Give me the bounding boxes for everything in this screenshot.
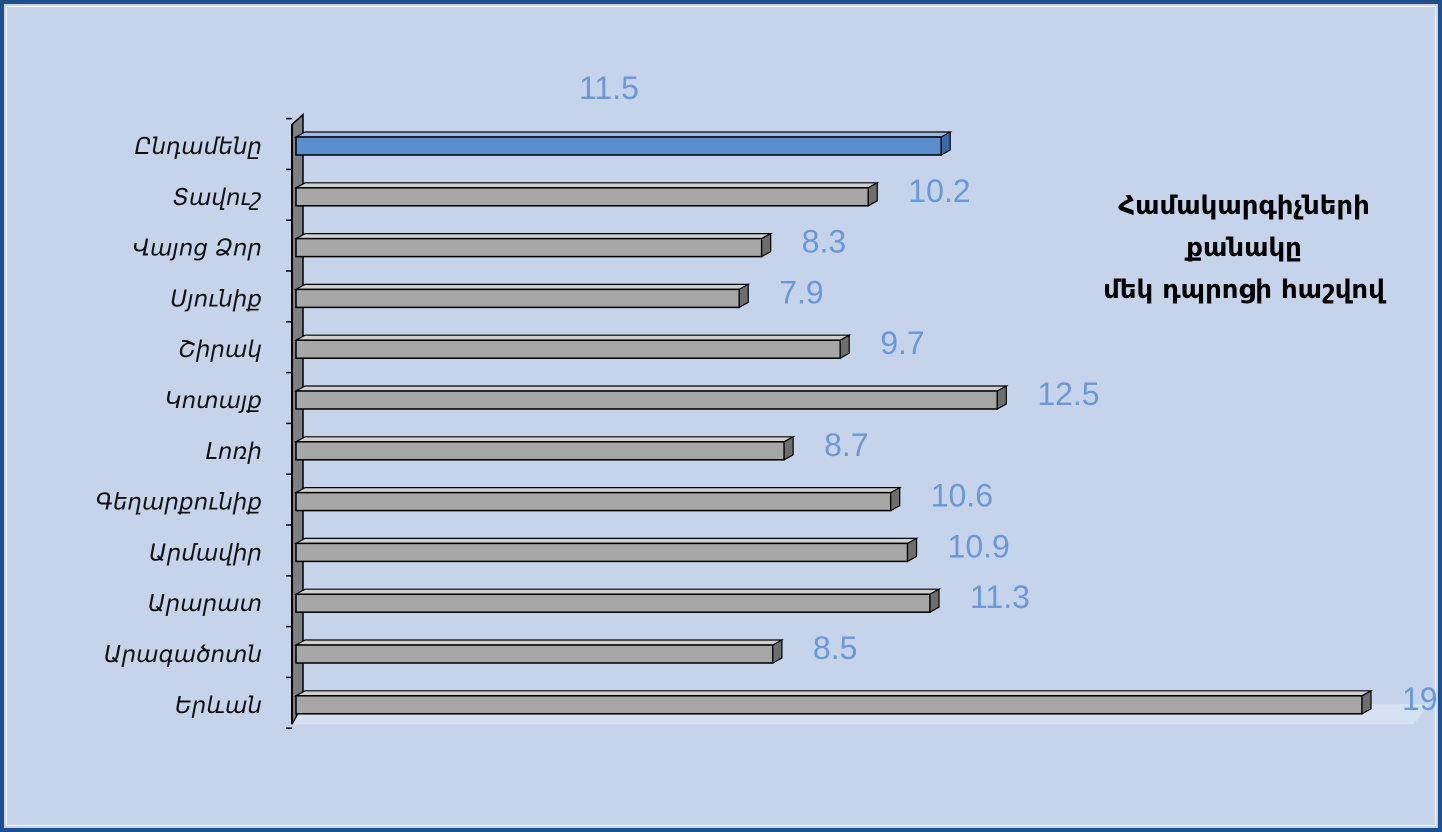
chart-title-line: մեկ դպրոցի հաշվով: [1103, 275, 1387, 305]
chart-title-line: Համակարգիչների: [1118, 191, 1370, 221]
category-label: Ընդամենը: [135, 134, 262, 160]
value-label: 10.6: [931, 478, 993, 514]
bar-front-face: [295, 542, 909, 563]
bar-chart: Ընդամենը Տավուշ Վայոց Ձոր Սյունիք Շիրակ Կոտայ…: [96, 70, 1438, 729]
value-label: 7.9: [779, 274, 823, 310]
value-label: 19.0: [1402, 681, 1438, 717]
value-label: 9.7: [880, 325, 924, 361]
category-label: Գեղարքունիք: [96, 490, 262, 516]
bar-front-face: [295, 644, 774, 664]
bar-front-face: [295, 187, 870, 207]
bar-front-face: [295, 339, 841, 359]
bar-front-face: [295, 593, 931, 613]
bar-front-face: [295, 695, 1363, 715]
chart-title-line: քանակը: [1184, 233, 1302, 263]
bar-end-face: [772, 638, 783, 665]
bar: [293, 384, 1009, 411]
bar: [293, 537, 919, 563]
category-label: Կոտայք: [165, 388, 262, 414]
bar: [293, 588, 942, 614]
bar-front-face: [295, 491, 892, 512]
bar: [293, 486, 903, 512]
bar: [293, 689, 1374, 715]
category-label: Տավուշ: [173, 185, 262, 211]
bar-end-face: [738, 283, 749, 309]
bar-front-face: [295, 136, 942, 156]
value-label: 8.5: [813, 630, 857, 666]
bar-end-face: [996, 384, 1007, 411]
bar: [293, 334, 852, 360]
value-label: 11.5: [579, 70, 639, 106]
value-label: 8.3: [802, 224, 846, 260]
bar-end-face: [839, 334, 850, 360]
value-label: 11.3: [970, 579, 1030, 615]
bar: [293, 232, 773, 258]
bar-end-face: [940, 130, 951, 157]
category-label: Արմավիր: [149, 540, 262, 566]
bar-end-face: [761, 232, 772, 258]
value-label: 10.2: [908, 173, 970, 209]
bar-end-face: [867, 181, 878, 207]
value-label: 8.7: [824, 427, 868, 463]
category-label: Սյունիք: [170, 286, 262, 312]
category-label: Արագածոտն: [104, 642, 262, 668]
category-label: Վայոց Ձոր: [133, 236, 262, 262]
category-label: Շիրակ: [178, 337, 262, 363]
bar: [293, 181, 880, 207]
bar: [293, 130, 953, 157]
bar: [293, 638, 785, 665]
bar-front-face: [295, 390, 999, 410]
bar-end-face: [906, 537, 918, 563]
category-label: Լոռի: [206, 439, 262, 465]
bar-end-face: [1361, 689, 1372, 715]
bar: [293, 283, 751, 309]
bar-end-face: [890, 486, 901, 512]
category-label: Երևան: [175, 693, 262, 719]
bar: [293, 435, 796, 461]
category-label: Արարատ: [148, 591, 262, 617]
bar-front-face: [295, 237, 763, 258]
value-label: 10.9: [948, 528, 1010, 564]
bar-front-face: [295, 441, 785, 461]
bar-end-face: [929, 588, 940, 614]
bar-front-face: [295, 288, 740, 309]
bar-end-face: [783, 435, 794, 461]
value-label: 12.5: [1037, 376, 1099, 412]
